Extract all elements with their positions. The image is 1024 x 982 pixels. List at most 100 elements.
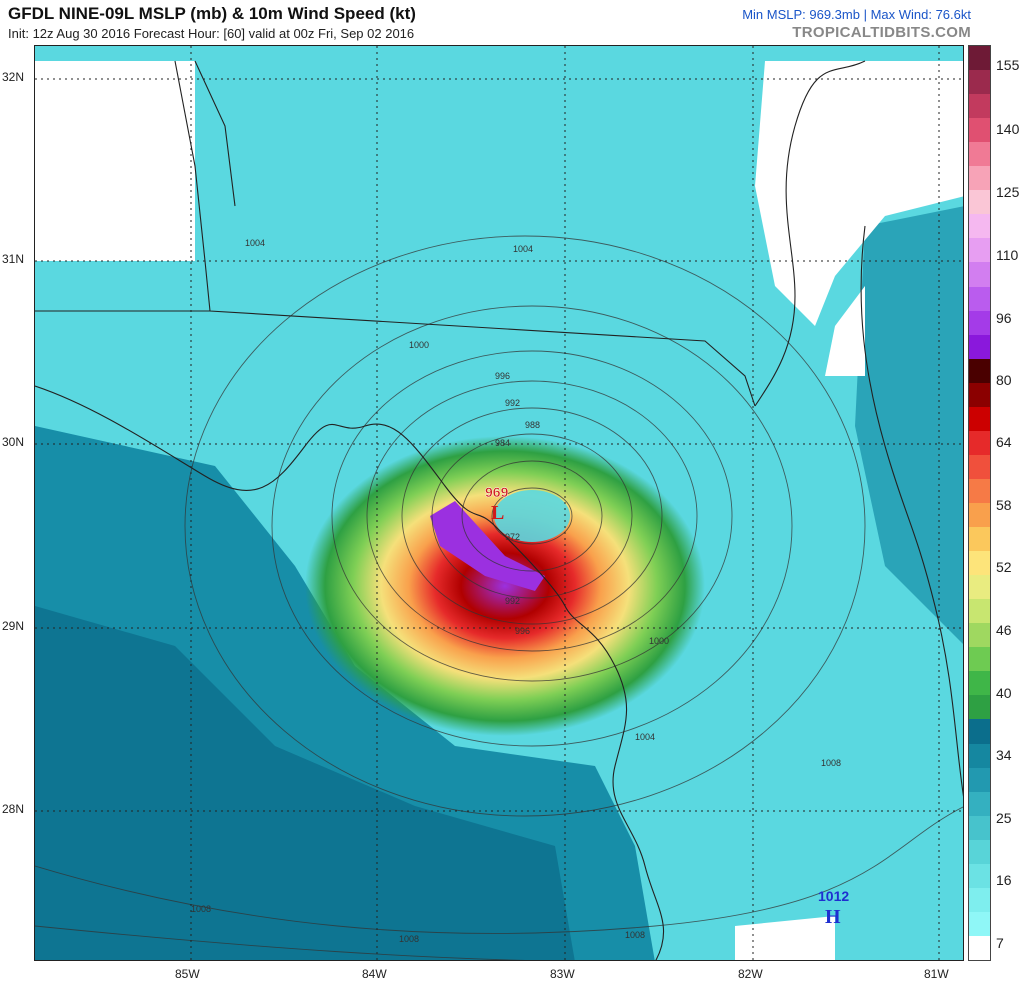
hurricane-wind-field [305,436,705,736]
lon-label: 81W [924,967,949,981]
chart-subtitle: Init: 12z Aug 30 2016 Forecast Hour: [60… [8,26,415,41]
colorbar-segment [969,70,990,95]
high-pressure-value: 1012 [818,888,849,904]
no-data-southeast [735,916,835,960]
atlantic-wind-band [855,206,963,644]
weather-map: 1004 1004 1000 996 992 988 984 972 992 9… [34,45,964,961]
colorbar-segment [969,118,990,143]
colorbar-segment [969,599,990,624]
colorbar-label: 96 [996,310,1012,326]
isobar-label-group: 1004 1004 1000 996 992 988 984 972 992 9… [191,238,841,944]
colorbar-segment [969,214,990,239]
high-pressure-symbol: H [825,906,841,928]
hurricane-eye-core [430,501,545,591]
colorbar-segment [969,791,990,817]
lat-label: 32N [2,70,25,84]
colorbar-label: 64 [996,434,1012,450]
colorbar-label: 25 [996,810,1012,826]
lat-label: 28N [2,802,25,816]
map-svg: 1004 1004 1000 996 992 988 984 972 992 9… [35,46,963,960]
lon-label: 82W [738,967,763,981]
isobar-label: 996 [515,626,530,636]
isobar-label: 988 [525,420,540,430]
lon-label: 85W [175,967,200,981]
colorbar-segment [969,94,990,119]
colorbar-segment [969,671,990,696]
colorbar-label: 16 [996,872,1012,888]
colorbar-segment [969,454,990,480]
no-data-peninsula [825,286,865,376]
colorbar-label: 40 [996,685,1012,701]
colorbar-segment [969,406,990,432]
isobar-label: 1008 [191,904,211,914]
colorbar-segment [969,863,990,889]
colorbar-segment [969,430,990,456]
isobar-label: 1004 [513,244,533,254]
brand-watermark: TROPICALTIDBITS.COM [792,24,971,41]
lat-label: 30N [2,435,25,449]
colorbar-segment [969,238,990,263]
colorbar-label: 80 [996,372,1012,388]
isobar-label: 1004 [245,238,265,248]
colorbar-label: 46 [996,622,1012,638]
isobar-label: 992 [505,398,520,408]
colorbar-segment [969,142,990,167]
colorbar-segment [969,262,990,288]
isobar-label: 1008 [399,934,419,944]
colorbar-segment [969,46,990,71]
gulf-wind-field-2 [35,606,575,960]
colorbar-segment [969,815,990,841]
lon-label: 83W [550,967,575,981]
isobars [35,235,963,960]
colorbar-label: 7 [996,935,1004,951]
isobar-label: 996 [495,371,510,381]
colorbar-segment [969,719,990,745]
lat-label: 31N [2,252,25,266]
isobar-label: 1000 [649,636,669,646]
lat-lon-grid [35,46,963,960]
colorbar-segment [969,695,990,720]
colorbar-label: 140 [996,121,1020,137]
wind-speed-colorbar [968,45,991,961]
isobar-label: 1008 [625,930,645,940]
isobar-label: 1000 [409,340,429,350]
colorbar-label: 155 [996,57,1020,73]
colorbar-label: 125 [996,184,1020,200]
colorbar-segment [969,503,990,528]
no-data-northeast [755,61,963,326]
hurricane-eye [494,490,570,542]
colorbar-segment [969,382,990,408]
min-max-stats: Min MSLP: 969.3mb | Max Wind: 76.6kt [742,7,971,22]
no-data-northwest [35,61,195,261]
colorbar-segment [969,358,990,384]
isobar-label: 1008 [821,758,841,768]
colorbar-segment [969,767,990,793]
colorbar-label: 52 [996,559,1012,575]
colorbar-segment [969,839,990,865]
colorbar-segment [969,743,990,769]
coastline [35,60,963,960]
colorbar-segment [969,575,990,600]
colorbar-segment [969,527,990,552]
colorbar-segment [969,647,990,672]
colorbar-label: 58 [996,497,1012,513]
low-pressure-symbol: L [491,502,504,524]
colorbar-segment [969,887,990,913]
isobar-label: 992 [505,596,520,606]
colorbar-segment [969,551,990,576]
colorbar-segment [969,166,990,191]
lon-label: 84W [362,967,387,981]
colorbar-label: 34 [996,747,1012,763]
colorbar-segment [969,286,990,312]
isobar-label: 972 [505,532,520,542]
low-pressure-value: 969 [485,484,509,500]
isobar-label: 984 [495,438,510,448]
colorbar-segment [969,334,990,360]
colorbar-segment [969,310,990,336]
colorbar-segment [969,190,990,215]
colorbar-segment [969,623,990,648]
chart-title: GFDL NINE-09L MSLP (mb) & 10m Wind Speed… [8,4,416,23]
isobar-label: 1004 [635,732,655,742]
colorbar-segment [969,911,990,937]
colorbar-segment [969,478,990,504]
